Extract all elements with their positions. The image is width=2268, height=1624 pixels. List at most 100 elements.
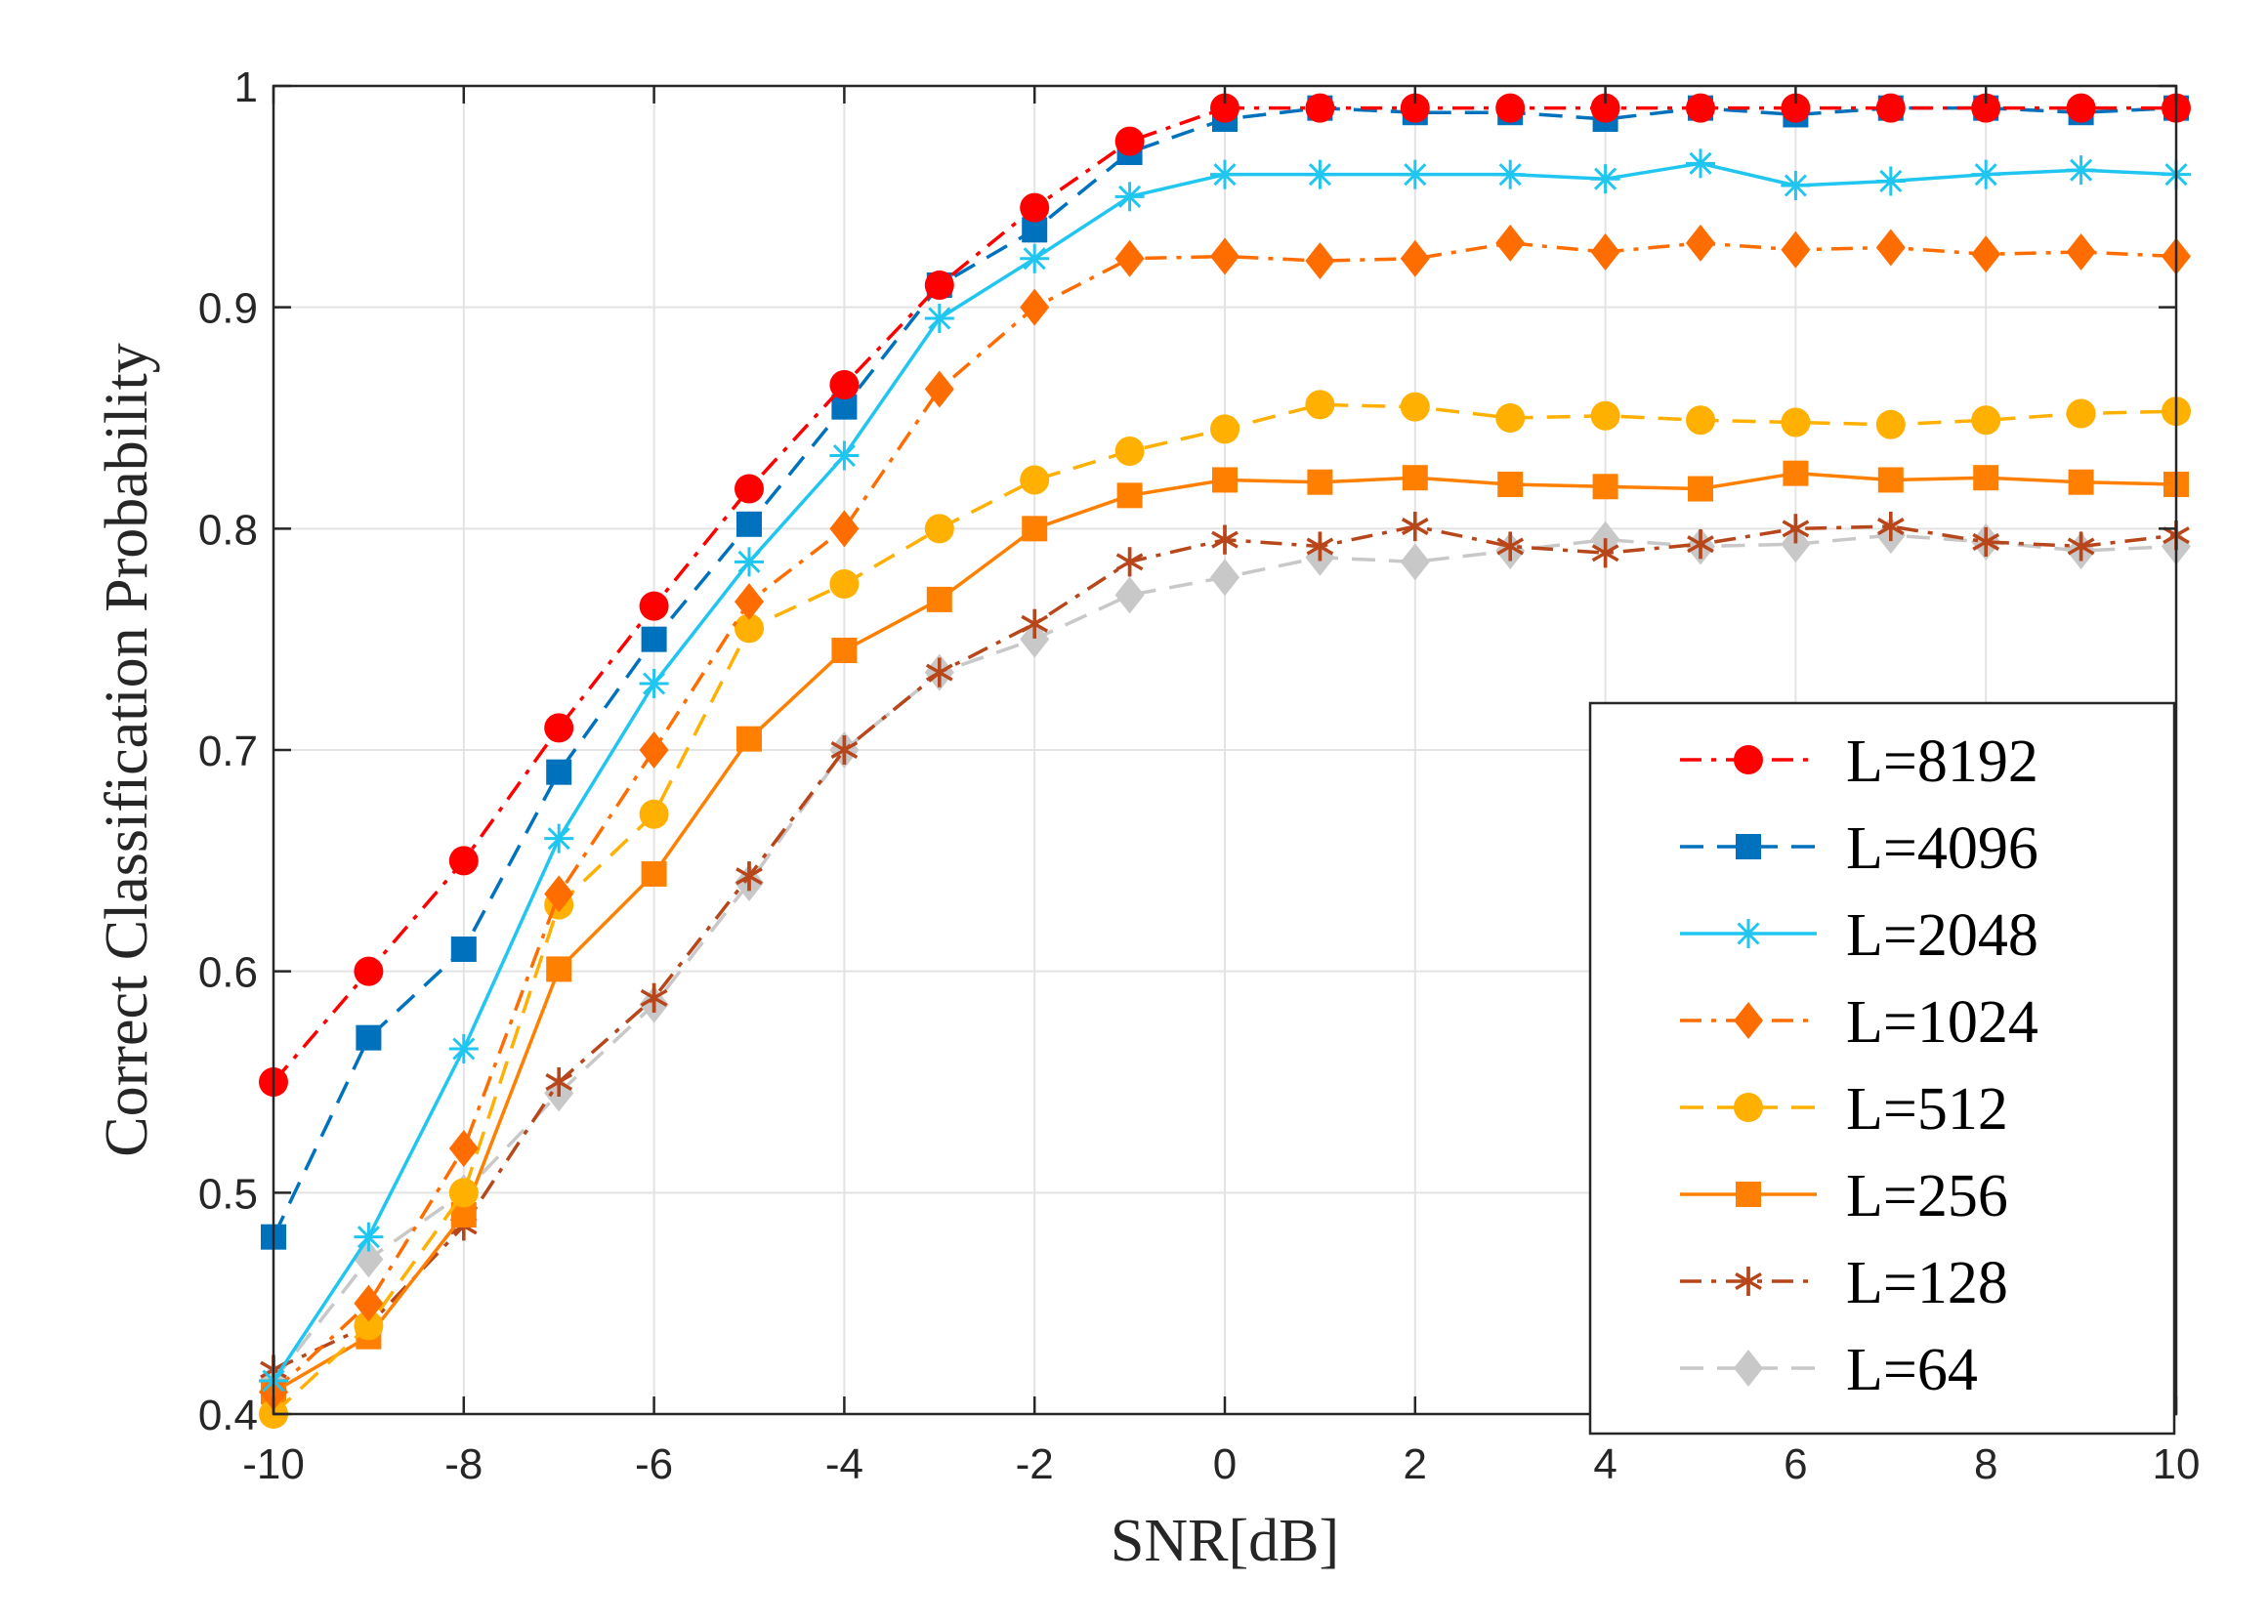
- legend-label: L=8192: [1846, 729, 2038, 795]
- data-point: [1305, 159, 1335, 189]
- data-point: [1306, 531, 1334, 562]
- data-point: [1020, 288, 1050, 326]
- data-point: [1782, 514, 1810, 544]
- data-point: [1210, 559, 1239, 597]
- data-point: [829, 370, 860, 399]
- series-layer: [259, 93, 2191, 1429]
- y-tick-label: 1: [234, 63, 258, 111]
- data-point: [1495, 403, 1526, 433]
- data-point: [1210, 93, 1239, 123]
- data-point: [1686, 405, 1715, 436]
- series-L=128: [260, 512, 2190, 1385]
- x-tick-label: 10: [2153, 1440, 2201, 1488]
- data-point: [1495, 224, 1526, 262]
- legend-label: L=1024: [1846, 989, 2038, 1056]
- data-point: [925, 657, 953, 687]
- data-point: [2066, 233, 2096, 271]
- data-point: [1020, 243, 1050, 273]
- legend-marker: [1736, 1182, 1761, 1207]
- y-tick-label: 0.4: [198, 1392, 258, 1439]
- data-point: [1686, 224, 1715, 262]
- data-point: [354, 1284, 384, 1322]
- data-point: [1114, 437, 1145, 466]
- legend-label: L=2048: [1846, 902, 2038, 969]
- data-point: [1590, 233, 1620, 271]
- data-point: [736, 511, 762, 537]
- data-point: [1590, 400, 1620, 431]
- data-point: [1875, 229, 1906, 267]
- legend-label: L=128: [1846, 1250, 2008, 1316]
- data-point: [1114, 182, 1145, 212]
- data-point: [1114, 126, 1145, 156]
- data-point: [1305, 93, 1335, 123]
- x-tick-label: 4: [1593, 1440, 1617, 1488]
- x-tick-label: 8: [1974, 1440, 1997, 1488]
- legend-entry: L=256: [1680, 1163, 2008, 1229]
- legend-label: L=512: [1846, 1076, 2008, 1143]
- data-point: [1400, 159, 1430, 189]
- data-point: [639, 591, 669, 621]
- legend-entry: L=512: [1680, 1076, 2008, 1143]
- data-point: [1686, 93, 1715, 123]
- data-point: [1781, 171, 1811, 200]
- data-point: [1021, 608, 1049, 639]
- y-tick-label: 0.5: [198, 1170, 258, 1218]
- data-point: [1400, 392, 1430, 422]
- y-tick-label: 0.6: [198, 949, 258, 997]
- data-point: [924, 370, 954, 408]
- legend-marker: [1734, 1002, 1763, 1039]
- data-point: [354, 1222, 384, 1252]
- data-point: [1495, 159, 1526, 189]
- legend-marker: [1734, 745, 1763, 774]
- data-point: [1305, 390, 1335, 420]
- data-point: [448, 1178, 479, 1208]
- legend-marker: [1735, 1267, 1762, 1296]
- data-point: [1876, 512, 1905, 542]
- data-point: [830, 735, 859, 765]
- y-axis-ticks: 0.4 0.5 0.6 0.7 0.8 0.9 1: [198, 63, 2176, 1439]
- legend-entry: L=4096: [1680, 815, 2038, 882]
- data-point: [2066, 155, 2096, 186]
- data-point: [735, 861, 763, 892]
- data-point: [1590, 164, 1620, 194]
- data-point: [1400, 239, 1430, 277]
- data-point: [2068, 469, 2094, 495]
- data-point: [1211, 524, 1239, 555]
- data-point: [1590, 93, 1620, 123]
- data-point: [829, 569, 860, 599]
- y-tick-label: 0.8: [198, 506, 258, 554]
- data-point: [639, 799, 669, 829]
- legend-entry: L=2048: [1680, 902, 2038, 969]
- legend-box: [1588, 701, 2176, 1436]
- data-point: [1972, 526, 2000, 557]
- data-point: [639, 669, 669, 698]
- data-point: [924, 304, 954, 333]
- data-point: [1210, 237, 1239, 275]
- data-point: [736, 726, 762, 752]
- legend-entry: L=128: [1680, 1250, 2008, 1316]
- data-point: [1022, 516, 1048, 542]
- data-point: [1875, 409, 1906, 439]
- data-point: [1686, 148, 1715, 179]
- data-point: [546, 956, 572, 982]
- x-tick-label: -6: [635, 1440, 673, 1488]
- data-point: [1400, 93, 1430, 123]
- data-point: [926, 586, 952, 612]
- data-point: [1781, 93, 1811, 123]
- data-point: [1212, 467, 1238, 493]
- data-point: [544, 713, 574, 743]
- data-point: [1781, 407, 1811, 437]
- data-point: [1020, 192, 1050, 223]
- series-L=256: [261, 460, 2189, 1405]
- x-tick-label: -10: [242, 1440, 305, 1488]
- data-point: [735, 474, 764, 504]
- data-point: [1305, 242, 1335, 280]
- data-point: [1783, 460, 1809, 486]
- x-tick-label: -4: [825, 1440, 863, 1488]
- data-point: [1592, 474, 1618, 500]
- data-point: [924, 514, 954, 544]
- data-point: [1971, 405, 2001, 436]
- data-point: [1401, 512, 1429, 542]
- data-point: [1875, 93, 1906, 123]
- x-axis-title: SNR[dB]: [1111, 1508, 1339, 1574]
